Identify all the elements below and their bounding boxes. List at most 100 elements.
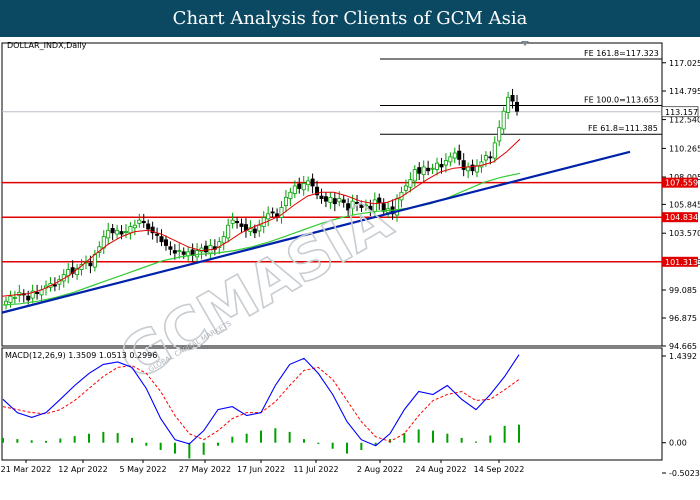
price-candle-body (257, 224, 262, 232)
price-candle-body (475, 165, 480, 173)
price-candle-body (346, 203, 351, 211)
ascending-trendline (1, 150, 631, 314)
date-tick-label: 21 Mar 2022 (1, 465, 52, 474)
price-candle-body (141, 221, 146, 224)
price-candle-body (301, 183, 306, 191)
shift-marker-icon (521, 41, 529, 46)
price-candle-body (226, 224, 231, 239)
price-candle-body (275, 213, 280, 217)
macd-tick-label: 0.00 (669, 439, 687, 448)
current-price-label: 113.157 (665, 108, 698, 117)
price-candle-body (181, 251, 186, 255)
price-candle-body (26, 295, 31, 301)
price-candle-body (310, 178, 315, 187)
price-candle-body (106, 229, 111, 239)
price-candle-body (217, 241, 222, 248)
price-candle-body (417, 167, 422, 174)
support-level-label: 104.834 (665, 213, 698, 222)
price-tick-label: 99.085 (669, 286, 697, 295)
date-tick-label: 2 Aug 2022 (357, 465, 403, 474)
price-candle-body (461, 160, 466, 170)
price-tick-label: 110.265 (669, 144, 700, 153)
price-candle-body (443, 160, 448, 166)
price-candle-body (341, 199, 346, 203)
date-tick-label: 24 Aug 2022 (415, 465, 466, 474)
price-candle-body (137, 219, 142, 224)
price-panel-border (1, 42, 663, 347)
price-candle-body (501, 110, 506, 130)
price-candle-body (146, 223, 151, 230)
price-candle-body (297, 183, 302, 189)
price-candle-body (377, 197, 382, 203)
price-candle-body (332, 198, 337, 205)
support-level-box (662, 177, 698, 188)
price-candle-body (363, 204, 368, 207)
price-tick-label: 94.665 (669, 342, 697, 351)
price-tick-label: 96.875 (669, 314, 697, 323)
price-candle-body (163, 239, 168, 246)
macd-signal-line (2, 365, 520, 443)
price-candle-body (159, 236, 164, 243)
price-candle-body (266, 213, 271, 220)
macd-label: MACD(12,26,9) 1.3509 1.0513 0.2996 (5, 351, 158, 360)
price-candle-body (8, 295, 13, 303)
price-candle-body (403, 185, 408, 191)
price-candle-body (119, 231, 124, 235)
macd-tick-label: 1.4392 (669, 352, 697, 361)
price-candle-body (128, 226, 133, 234)
macd-tick-label: -0.5023 (669, 469, 700, 478)
price-candle-body (448, 156, 453, 163)
date-tick-label: 17 Jun 2022 (237, 465, 285, 474)
chart-canvas: 117.025 114.795 112.540 110.265 108.005 105.8… (1, 41, 700, 478)
price-candle-body (323, 196, 328, 202)
price-candle-body (168, 246, 173, 250)
price-candle-body (35, 291, 40, 295)
price-candle-body (132, 224, 137, 229)
price-candle-body (70, 267, 75, 274)
fibonacci-level-label: FE 161.8=117.323 (584, 49, 659, 58)
price-candle-body (150, 226, 155, 234)
price-tick-label: 112.540 (669, 116, 700, 125)
price-candle-body (430, 167, 435, 170)
price-candle-body (337, 198, 342, 203)
price-tick-label: 108.005 (669, 173, 700, 182)
support-level-label: 101.313 (665, 258, 698, 267)
price-candle-body (12, 297, 17, 299)
price-candle-body (288, 191, 293, 200)
price-candle-body (155, 233, 160, 236)
price-candle-body (270, 211, 275, 214)
price-candle-body (435, 162, 440, 170)
fibonacci-level-label: FE 61.8=111.385 (588, 124, 658, 133)
chart-frame: 117.025 114.795 112.540 110.265 108.005 105.8… (0, 37, 700, 500)
price-tick-label: 105.845 (669, 200, 700, 209)
symbol-label: DOLLAR_INDX,Daily (7, 41, 87, 50)
price-candle-body (359, 204, 364, 208)
price-candle-body (515, 101, 520, 112)
price-candle-body (203, 245, 208, 253)
price-candle-body (506, 96, 511, 113)
price-candle-body (497, 127, 502, 142)
price-candle-body (221, 236, 226, 244)
price-candle-body (279, 207, 284, 219)
price-candle-body (483, 155, 488, 161)
price-candle-body (368, 205, 373, 211)
price-candle-body (452, 152, 457, 159)
date-tick-label: 12 Apr 2022 (58, 465, 107, 474)
support-level-box (662, 256, 698, 267)
price-candle-body (235, 221, 240, 224)
price-candle-body (230, 219, 235, 224)
price-candle-body (439, 164, 444, 168)
price-candle-body (123, 231, 128, 233)
price-candle-body (283, 196, 288, 206)
macd-main-line (2, 354, 520, 447)
price-candle-body (319, 195, 324, 200)
price-candle-body (306, 180, 311, 186)
price-candle-body (470, 164, 475, 172)
price-candle-body (426, 167, 431, 172)
price-candle-body (239, 223, 244, 227)
price-tick-label: 117.025 (669, 59, 700, 68)
date-tick-label: 27 May 2022 (179, 465, 231, 474)
price-candle-body (186, 251, 191, 257)
current-price-box (661, 106, 699, 118)
price-candle-body (92, 253, 97, 268)
